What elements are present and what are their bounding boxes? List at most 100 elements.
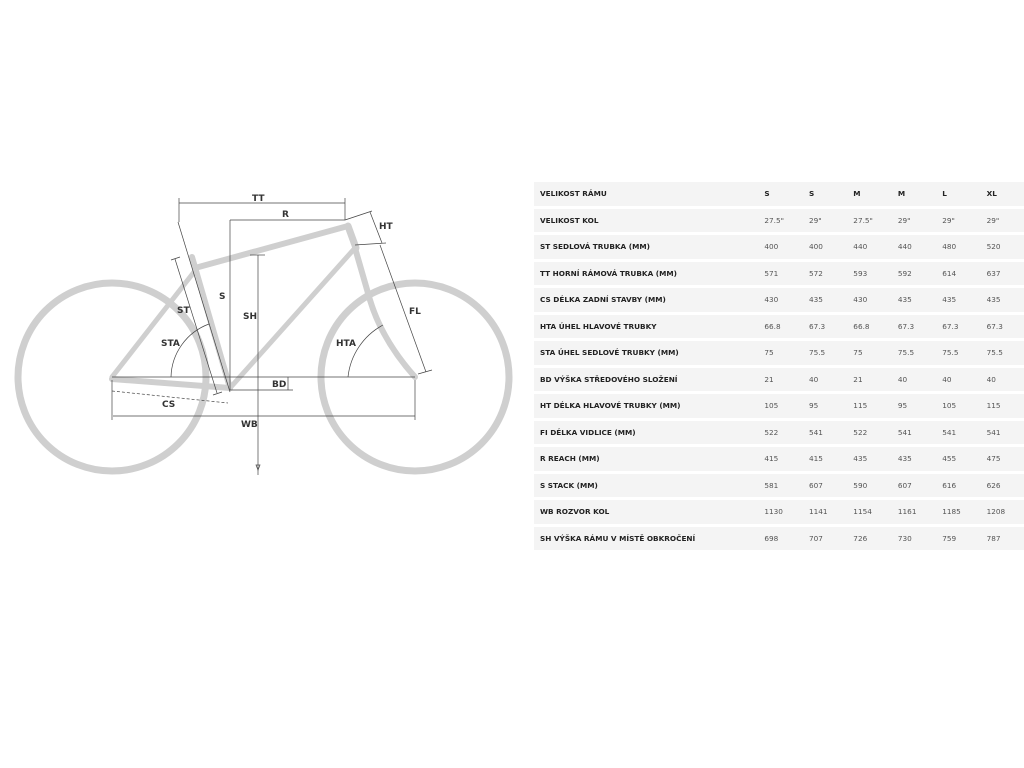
row-value: 66.8 xyxy=(757,314,802,338)
row-value: 581 xyxy=(757,473,802,497)
row-value: 115 xyxy=(979,394,1024,418)
header-label: VELIKOST RÁMU xyxy=(534,182,758,206)
header-size: S xyxy=(757,182,802,206)
seat-tube xyxy=(189,254,233,391)
table-row: SH VÝŠKA RÁMU V MÍSTĚ OBKROČENÍ 698 707 726… xyxy=(534,526,1024,550)
dimension-lines xyxy=(111,198,433,475)
row-value: 21 xyxy=(846,367,891,391)
row-value: 435 xyxy=(979,288,1024,312)
row-value: 571 xyxy=(757,261,802,285)
table-row: ST SEDLOVÁ TRUBKA (MM) 400 400 440 440 480 520 xyxy=(534,235,1024,259)
row-value: 1185 xyxy=(935,500,980,524)
row-value: 415 xyxy=(801,447,847,471)
label-wb: WB xyxy=(241,420,258,430)
table-row: HTA ÚHEL HLAVOVÉ TRUBKY 66.8 67.3 66.8 67.3 6… xyxy=(534,314,1024,338)
table-row: FI DÉLKA VIDLICE (MM) 522 541 522 541 541 541 xyxy=(534,420,1024,444)
row-value: 75.5 xyxy=(801,341,847,365)
row-value: 95 xyxy=(890,394,936,418)
row-value: 29" xyxy=(801,208,847,232)
row-value: 607 xyxy=(890,473,936,497)
row-value: 75 xyxy=(846,341,891,365)
row-value: 522 xyxy=(757,420,802,444)
row-value: 67.3 xyxy=(890,314,936,338)
row-value: 590 xyxy=(846,473,891,497)
row-value: 67.3 xyxy=(935,314,980,338)
row-value: 27.5" xyxy=(757,208,802,232)
row-value: 66.8 xyxy=(846,314,891,338)
label-ht: HT xyxy=(379,222,394,232)
row-value: 626 xyxy=(979,473,1024,497)
row-value: 480 xyxy=(935,235,980,259)
label-st: ST xyxy=(177,306,190,316)
row-value: 435 xyxy=(846,447,891,471)
table-header-row: VELIKOST RÁMU S S M M L XL xyxy=(534,182,1024,206)
row-value: 435 xyxy=(890,447,936,471)
row-value: 67.3 xyxy=(801,314,847,338)
row-value: 1141 xyxy=(801,500,847,524)
header-size: XL xyxy=(979,182,1024,206)
table-row: VELIKOST KOL 27.5" 29" 27.5" 29" 29" 29" xyxy=(534,208,1024,232)
row-value: 400 xyxy=(801,235,847,259)
row-value: 726 xyxy=(846,526,891,550)
row-label: WB ROZVOR KOL xyxy=(534,500,758,524)
row-label: HTA ÚHEL HLAVOVÉ TRUBKY xyxy=(534,314,758,338)
row-value: 440 xyxy=(846,235,891,259)
row-value: 75 xyxy=(757,341,802,365)
row-value: 105 xyxy=(757,394,802,418)
row-value: 430 xyxy=(846,288,891,312)
row-label: TT HORNÍ RÁMOVÁ TRUBKA (MM) xyxy=(534,261,758,285)
row-value: 430 xyxy=(757,288,802,312)
row-value: 541 xyxy=(801,420,847,444)
row-value: 1154 xyxy=(846,500,891,524)
bike-geometry-diagram: TT R HT S SH ST STA FL HTA BD CS WB xyxy=(14,194,513,475)
header-size: M xyxy=(890,182,936,206)
label-hta: HTA xyxy=(336,339,356,349)
row-value: 592 xyxy=(890,261,936,285)
table-row: R REACH (MM) 415 415 435 435 455 475 xyxy=(534,447,1024,471)
row-value: 75.5 xyxy=(979,341,1024,365)
label-s: S xyxy=(219,292,225,302)
row-label: BD VÝŠKA STŘEDOVÉHO SLOŽENÍ xyxy=(534,367,758,391)
row-value: 440 xyxy=(890,235,936,259)
table-row: CS DÉLKA ZADNÍ STAVBY (MM) 430 435 430 435 43… xyxy=(534,288,1024,312)
row-value: 40 xyxy=(979,367,1024,391)
row-value: 40 xyxy=(801,367,847,391)
row-label: R REACH (MM) xyxy=(534,447,758,471)
label-r: R xyxy=(282,210,289,220)
row-value: 541 xyxy=(890,420,936,444)
row-value: 1208 xyxy=(979,500,1024,524)
row-value: 67.3 xyxy=(979,314,1024,338)
header-size: M xyxy=(846,182,891,206)
row-value: 29" xyxy=(890,208,936,232)
row-value: 730 xyxy=(890,526,936,550)
row-value: 400 xyxy=(757,235,802,259)
row-value: 95 xyxy=(801,394,847,418)
row-value: 616 xyxy=(935,473,980,497)
label-fl: FL xyxy=(409,307,421,317)
row-value: 541 xyxy=(979,420,1024,444)
row-value: 607 xyxy=(801,473,847,497)
row-value: 435 xyxy=(801,288,847,312)
row-value: 520 xyxy=(979,235,1024,259)
row-value: 435 xyxy=(890,288,936,312)
row-label: VELIKOST KOL xyxy=(534,208,758,232)
dimension-labels: TT R HT S SH ST STA FL HTA BD CS WB xyxy=(161,194,421,430)
row-label: S STACK (MM) xyxy=(534,473,758,497)
row-value: 637 xyxy=(979,261,1024,285)
table-row: HT DÉLKA HLAVOVÉ TRUBKY (MM) 105 95 115 95 10… xyxy=(534,394,1024,418)
label-tt: TT xyxy=(252,194,265,204)
table-row: STA ÚHEL SEDLOVÉ TRUBKY (MM) 75 75.5 75 75.5… xyxy=(534,341,1024,365)
row-value: 572 xyxy=(801,261,847,285)
row-value: 614 xyxy=(935,261,980,285)
row-value: 29" xyxy=(935,208,980,232)
row-label: HT DÉLKA HLAVOVÉ TRUBKY (MM) xyxy=(534,394,758,418)
label-bd: BD xyxy=(272,380,286,390)
head-tube xyxy=(344,222,360,252)
row-value: 40 xyxy=(890,367,936,391)
row-value: 759 xyxy=(935,526,980,550)
seat-stay xyxy=(109,269,197,380)
row-value: 435 xyxy=(935,288,980,312)
row-value: 787 xyxy=(979,526,1024,550)
row-value: 455 xyxy=(935,447,980,471)
row-value: 593 xyxy=(846,261,891,285)
